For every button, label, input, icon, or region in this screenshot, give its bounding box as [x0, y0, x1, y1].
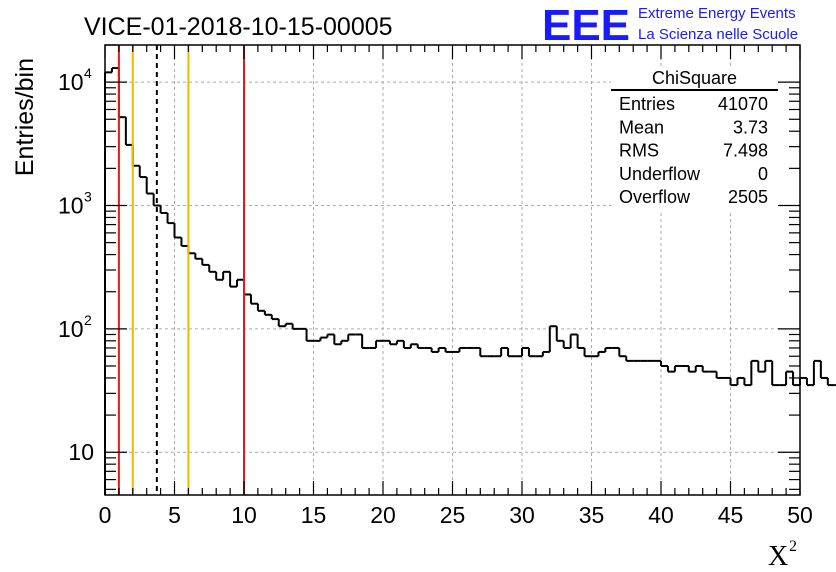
marker-lines [117, 45, 245, 495]
y-tick-label: 10 2 [58, 312, 92, 342]
eee-logo: EEE Extreme Energy Events La Scienza nel… [542, 1, 798, 50]
x-axis-title-base: X [768, 541, 788, 572]
x-tick-label: 25 [440, 502, 466, 528]
y-tick-label-exponent: 3 [84, 188, 92, 204]
y-tick-label: 10 3 [58, 188, 92, 218]
stats-box-name: ChiSquare [652, 68, 737, 88]
x-tick-label: 5 [168, 502, 181, 528]
x-axis-title: X 2 [768, 538, 797, 572]
x-tick-label: 20 [370, 502, 396, 528]
stats-row-value: 0 [758, 164, 768, 184]
x-tick-label: 35 [579, 502, 605, 528]
stats-row-label: Underflow [619, 164, 701, 184]
y-axis-title: Entries/bin [11, 58, 39, 176]
logo-mark: EEE [542, 1, 630, 50]
y-tick-label-base: 10 [68, 439, 94, 465]
stats-row-value: 2505 [728, 187, 768, 207]
x-tick-label: 0 [99, 502, 112, 528]
y-tick-label-base: 10 [58, 192, 84, 218]
y-tick-label: 10 4 [58, 65, 92, 95]
x-tick-label: 45 [718, 502, 744, 528]
y-tick-label-exponent: 4 [84, 65, 92, 81]
stats-row-label: Entries [619, 94, 675, 114]
chart-title: VICE-01-2018-10-15-00005 [84, 13, 393, 41]
grid [105, 45, 800, 495]
stats-row-value: 41070 [718, 94, 768, 114]
logo-line-2: La Scienza nelle Scuole [638, 26, 798, 43]
x-tick-label: 30 [509, 502, 535, 528]
x-axis-title-superscript: 2 [789, 538, 797, 555]
y-tick-label-base: 10 [58, 69, 84, 95]
x-axis-ticks: 0 5 10 15 20 25 30 35 40 45 50 [99, 45, 813, 528]
stats-row-label: Overflow [619, 187, 691, 207]
stats-row-value: 3.73 [733, 117, 768, 137]
y-tick-label-base: 10 [58, 316, 84, 342]
x-tick-label: 50 [787, 502, 813, 528]
y-tick-label-exponent: 2 [84, 312, 92, 328]
logo-line-1: Extreme Energy Events [638, 5, 796, 22]
x-tick-label: 15 [301, 502, 327, 528]
stats-row-label: RMS [619, 141, 659, 161]
y-tick-label: 10 [68, 439, 94, 465]
stats-box: ChiSquare Entries 41070 Mean 3.73 RMS 7.498 Und… [611, 67, 778, 210]
x-tick-label: 10 [231, 502, 257, 528]
stats-row-value: 7.498 [723, 141, 768, 161]
stats-row-label: Mean [619, 117, 664, 137]
x-tick-label: 40 [648, 502, 674, 528]
